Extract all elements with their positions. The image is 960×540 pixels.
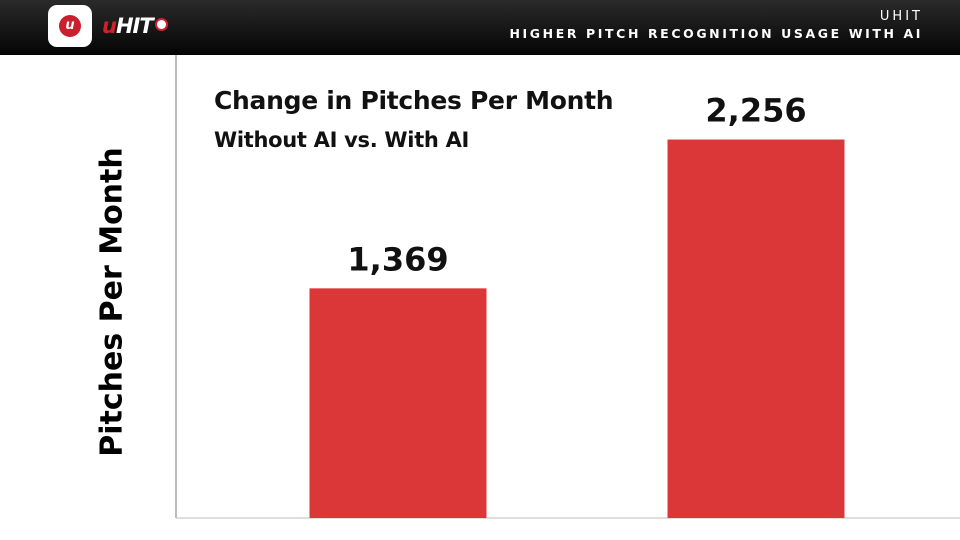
app-icon: u xyxy=(48,5,92,47)
uhit-wordmark-logo: uHIT xyxy=(102,14,168,40)
chart-title: Change in Pitches Per Month xyxy=(214,86,614,115)
bar-value-label-2: 2,256 xyxy=(705,92,806,130)
chart-subtitle: Without AI vs. With AI xyxy=(214,128,470,152)
wordmark-hit: HIT xyxy=(115,14,154,38)
header-bar: u uHIT UHIT HIGHER PITCH RECOGNITION USA… xyxy=(0,0,960,55)
baseball-logo-icon: u xyxy=(59,15,81,37)
wordmark-u: u xyxy=(102,14,117,38)
bar-1 xyxy=(309,288,487,518)
bar-value-label-1: 1,369 xyxy=(347,240,448,278)
deck-title: HIGHER PITCH RECOGNITION USAGE WITH AI xyxy=(509,26,923,41)
logo-letter: u xyxy=(65,18,75,33)
bar-2 xyxy=(667,139,845,518)
baseball-icon xyxy=(154,18,168,31)
brand-name: UHIT xyxy=(879,9,923,24)
